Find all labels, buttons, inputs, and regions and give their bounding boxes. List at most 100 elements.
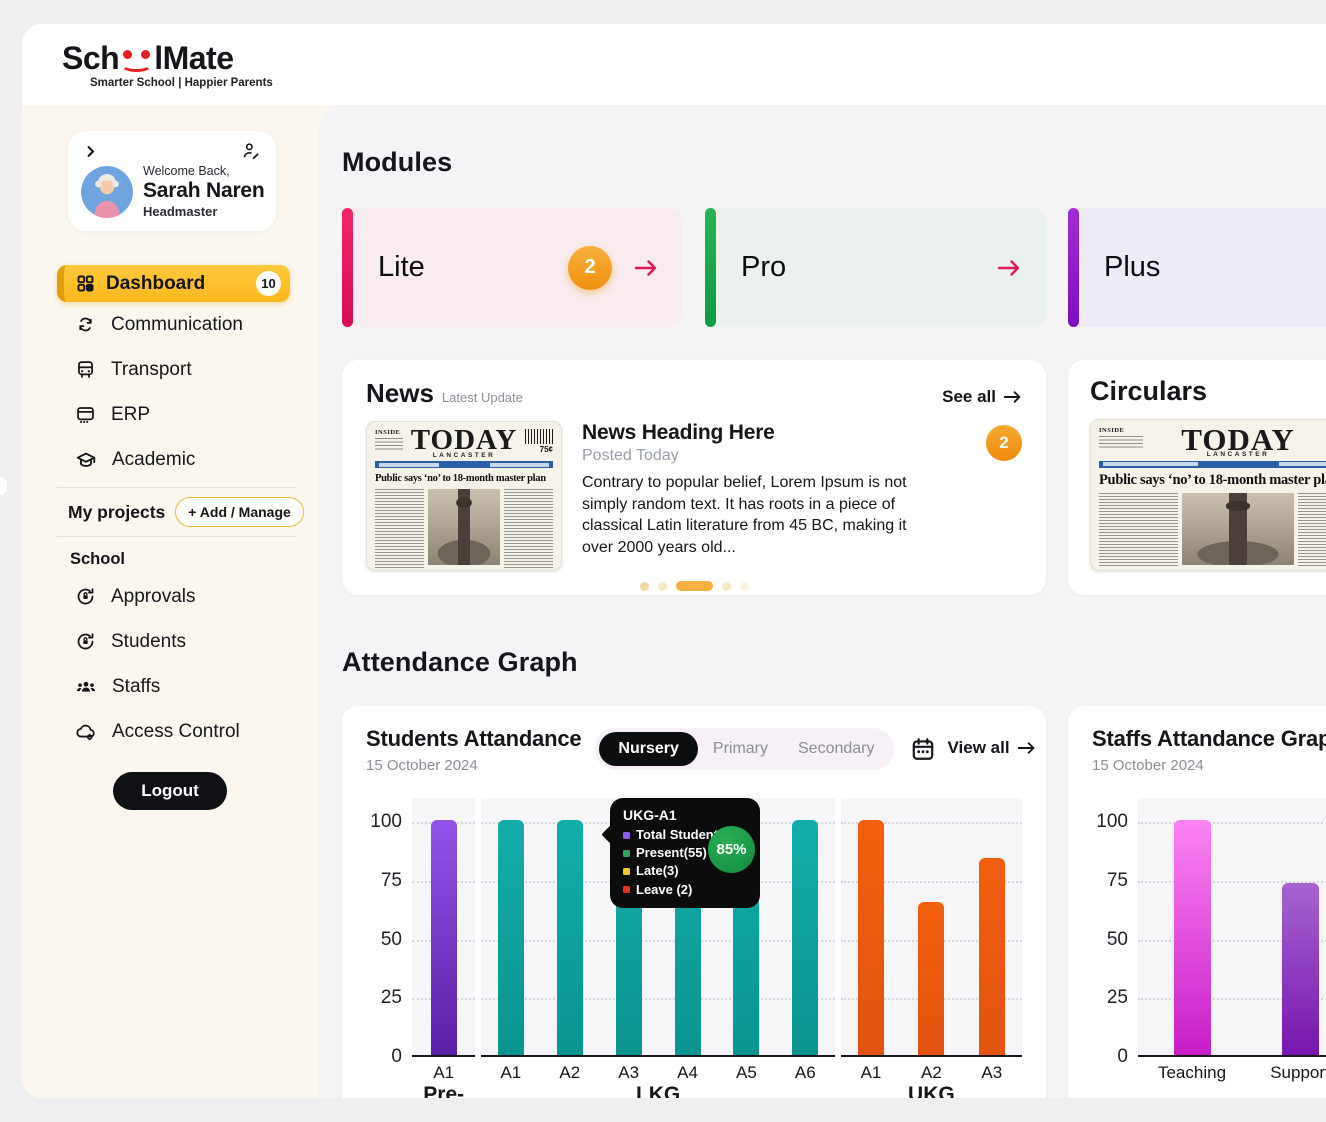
x-axis-label: A5 [736,1063,757,1082]
avatar[interactable] [81,165,133,218]
arrow-right-icon[interactable] [997,259,1021,277]
x-axis-label: A3 [618,1063,640,1082]
sidebar: Welcome Back, Sarah Naren Headmaster Das… [22,105,318,1098]
profile-role: Headmaster [143,204,218,219]
news-thumbnail[interactable]: INSIDE TODAY LANCASTER 75¢ Public says ‘n… [366,421,562,571]
calendar-icon[interactable] [910,736,936,762]
erp-icon [75,404,96,425]
sidebar-item-communication[interactable]: Communication [75,302,318,347]
sidebar-item-dashboard[interactable]: Dashboard 10 [57,265,290,302]
module-card-plus[interactable]: Plus [1068,208,1326,327]
newspaper-photo [1182,492,1294,565]
add-manage-button[interactable]: + Add / Manage [175,497,304,527]
profile-card: Welcome Back, Sarah Naren Headmaster [68,131,276,231]
academic-icon [75,449,97,471]
chart-tooltip: UKG-A1 Total Student (60) Present(55) Late(… [610,798,760,908]
bar-a2[interactable] [556,820,583,1055]
tab-primary[interactable]: Primary [712,740,768,757]
carousel-dots [366,581,1022,591]
bar-a1[interactable] [497,820,524,1055]
sidebar-nav: Dashboard 10 Communication Transport ERP Acad… [22,265,318,482]
bar-teaching[interactable] [1173,820,1211,1055]
news-count-badge: 2 [986,425,1022,461]
x-axis-label: A3 [981,1063,1003,1082]
logo-text-prefix: Sch [62,40,120,76]
communication-icon [75,314,96,335]
dashboard-count-badge: 10 [256,271,281,296]
arrow-right-icon [1003,391,1021,403]
module-accent-bar [1068,208,1079,327]
grade-tabs: Nursery Primary Secondary [595,728,894,770]
sidebar-item-erp[interactable]: ERP [75,392,318,437]
access-icon [75,721,97,743]
sidebar-item-transport[interactable]: Transport [75,347,318,392]
tab-nursery[interactable]: Nursery [599,732,698,766]
see-all-link[interactable]: See all [942,387,1022,407]
group-label: LKG [635,1083,681,1098]
logout-button[interactable]: Logout [113,772,227,810]
carousel-dot[interactable] [675,581,713,591]
sidebar-item-staffs[interactable]: Staffs [75,664,318,709]
group-label: Pre-KG [423,1083,465,1098]
news-item-heading: News Heading Here [582,421,775,444]
bar-a1[interactable] [857,820,884,1055]
carousel-dot[interactable] [657,581,667,591]
y-axis-labels: 100 75 50 25 0 [370,811,402,1067]
module-label: Pro [741,251,787,283]
school-nav: Approvals Students Staffs Access Control [22,574,318,754]
tooltip-title: UKG-A1 [623,807,677,823]
sidebar-item-students[interactable]: Students [75,619,318,664]
staffs-icon [75,676,97,698]
brand-tagline: Smarter School | Happier Parents [90,77,273,89]
dashboard-icon [75,273,96,294]
edit-profile-icon[interactable] [241,141,261,161]
news-article[interactable]: News Heading Here Posted Today Contrary … [582,421,1022,571]
arrow-right-icon[interactable] [634,259,658,277]
logo-text-suffix: lMate [154,40,234,76]
attendance-heading: Attendance Graph [342,647,578,677]
carousel-dot[interactable] [721,581,731,591]
profile-name: Sarah Naren [143,179,265,202]
students-chart-date: 15 October 2024 [366,757,478,774]
divider [57,487,296,488]
chart-group: A1 A2 A3 UKG [840,798,1022,1098]
welcome-text: Welcome Back, [143,164,230,178]
tooltip-percent-badge: 85% [708,826,755,873]
news-subtitle: Latest Update [441,390,523,405]
approvals-icon [75,586,96,607]
tooltip-row: Late(3) [623,862,748,880]
sidebar-item-academic[interactable]: Academic [75,437,318,482]
sidebar-item-access-control[interactable]: Access Control [75,709,318,754]
arrow-right-icon [1017,742,1034,754]
view-all-link[interactable]: View all [948,738,1036,758]
module-card-lite[interactable]: Lite 2 [342,208,682,327]
modules-heading: Modules [342,147,453,177]
bar-a2[interactable] [918,902,945,1055]
sidebar-item-approvals[interactable]: Approvals [75,574,318,619]
carousel-dot[interactable] [739,581,749,591]
carousel-dot[interactable] [639,581,649,591]
bar-a3[interactable] [978,857,1005,1055]
smiley-icon [120,48,153,72]
x-axis-label: A1 [433,1063,455,1082]
bar-a1[interactable] [430,820,457,1055]
bar-support[interactable] [1281,883,1319,1055]
newspaper-photo [428,488,500,565]
module-card-pro[interactable]: Pro [705,208,1045,327]
tab-secondary[interactable]: Secondary [798,740,875,757]
x-axis-label: A1 [860,1063,882,1082]
my-projects-label: My projects [68,501,166,522]
transport-icon [75,359,96,380]
news-posted: Posted Today [582,447,679,464]
circulars-title: Circulars [1090,376,1208,406]
x-axis-label: Teaching [1157,1063,1227,1082]
x-axis-label: Support [1270,1063,1326,1082]
chevron-right-icon[interactable] [83,144,98,159]
brand-logo: Sch lMate Smarter School | Happier Paren… [62,40,273,89]
bar-a6[interactable] [792,820,819,1055]
tooltip-row: Present(55) [623,844,748,862]
news-card: News Latest Update See all INSIDE TODAY L… [342,360,1046,595]
